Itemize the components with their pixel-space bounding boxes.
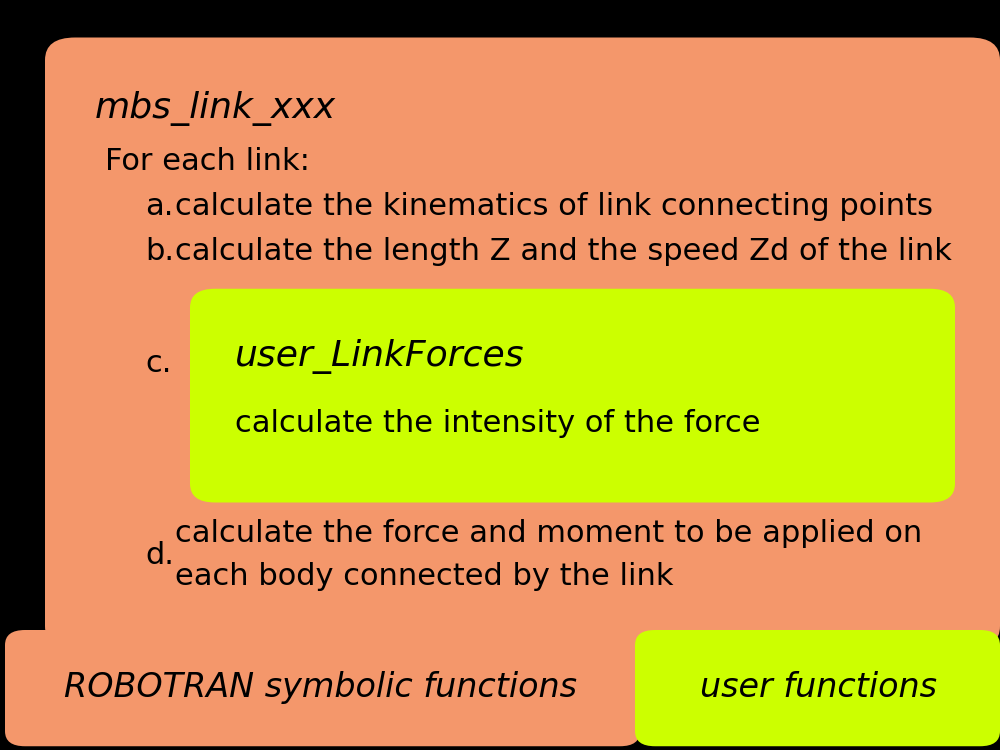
Text: a.: a. — [145, 192, 173, 220]
Text: user_LinkForces: user_LinkForces — [235, 339, 525, 374]
Text: calculate the force and moment to be applied on: calculate the force and moment to be app… — [175, 519, 922, 548]
FancyBboxPatch shape — [5, 630, 640, 746]
Text: calculate the intensity of the force: calculate the intensity of the force — [235, 410, 761, 438]
Text: c.: c. — [145, 350, 171, 378]
Text: user functions: user functions — [700, 671, 936, 704]
Text: calculate the kinematics of link connecting points: calculate the kinematics of link connect… — [175, 192, 933, 220]
Text: ROBOTRAN symbolic functions: ROBOTRAN symbolic functions — [64, 671, 576, 704]
Text: b.: b. — [145, 237, 174, 266]
Text: For each link:: For each link: — [105, 147, 310, 176]
Text: each body connected by the link: each body connected by the link — [175, 562, 674, 591]
Text: mbs_link_xxx: mbs_link_xxx — [95, 92, 336, 126]
FancyBboxPatch shape — [45, 38, 1000, 649]
FancyBboxPatch shape — [635, 630, 1000, 746]
Text: d.: d. — [145, 541, 174, 569]
Text: calculate the length Z and the speed Zd of the link: calculate the length Z and the speed Zd … — [175, 237, 952, 266]
FancyBboxPatch shape — [190, 289, 955, 502]
